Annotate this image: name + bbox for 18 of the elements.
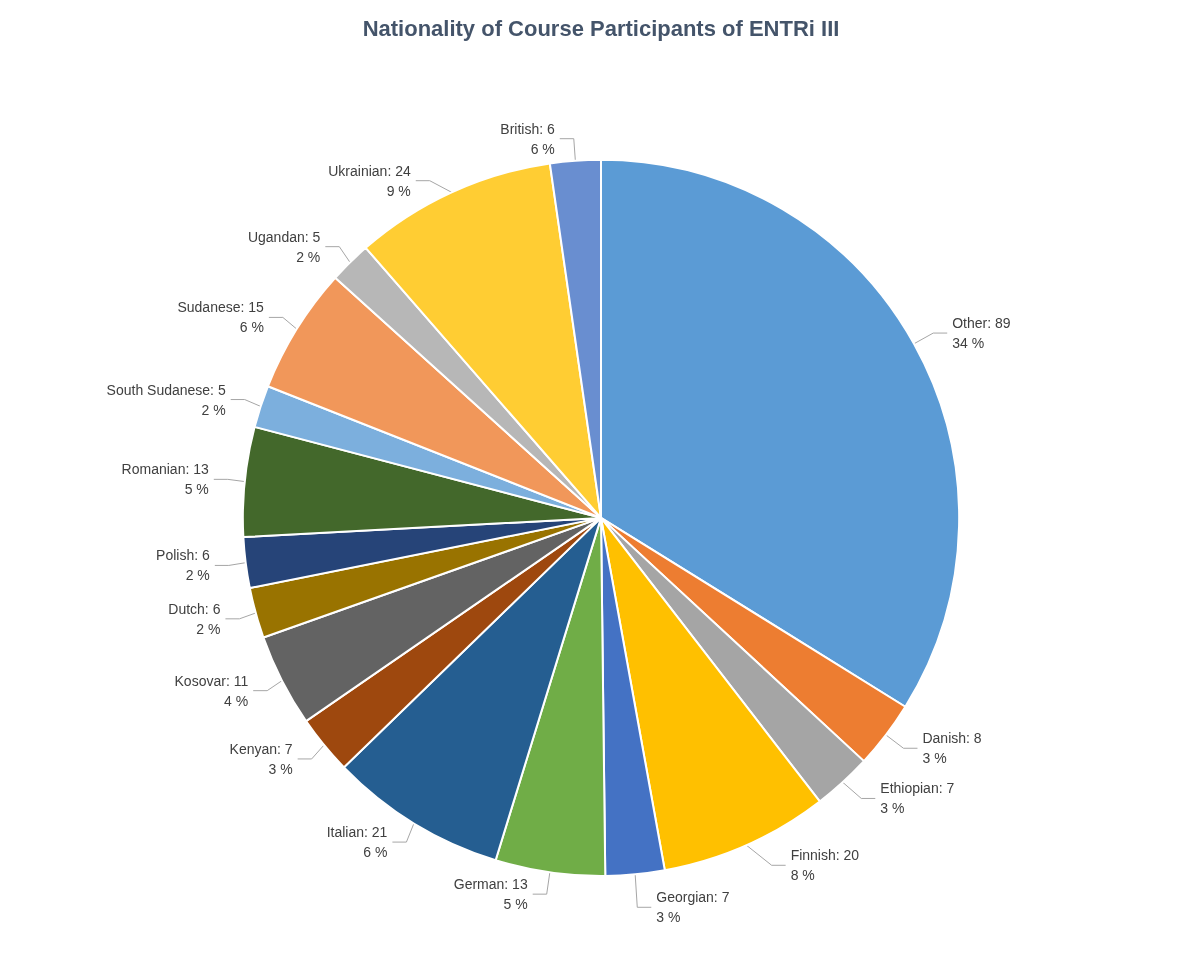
chart-title: Nationality of Course Participants of ENTRi III xyxy=(362,15,840,41)
slice-label: Ethiopian: 7 3 % xyxy=(880,780,955,817)
slice-label: Italian: 21 6 % xyxy=(326,824,388,861)
slice-label: Ugandan: 5 2 % xyxy=(247,228,321,265)
slice-label: Ukrainian: 24 9 % xyxy=(328,162,411,199)
slice-label: German: 13 5 % xyxy=(453,876,528,913)
slice-label: Sudanese: 15 6 % xyxy=(177,299,265,336)
slice-label: Georgian: 7 3 % xyxy=(656,889,730,926)
slice-label: Danish: 8 3 % xyxy=(922,730,982,767)
slice-label: Kenyan: 7 3 % xyxy=(229,740,293,777)
slice-label: South Sudanese: 5 2 % xyxy=(106,381,226,418)
slice-label: Polish: 6 2 % xyxy=(156,547,211,584)
slice-label: Romanian: 13 5 % xyxy=(121,461,209,498)
slice-label: Finnish: 20 8 % xyxy=(790,847,860,884)
slice-label: Kosovar: 11 4 % xyxy=(174,672,249,709)
slice-label: Dutch: 6 2 % xyxy=(168,600,221,637)
slice-label: British: 6 6 % xyxy=(500,120,555,157)
slice-label: Other: 89 34 % xyxy=(952,315,1011,352)
